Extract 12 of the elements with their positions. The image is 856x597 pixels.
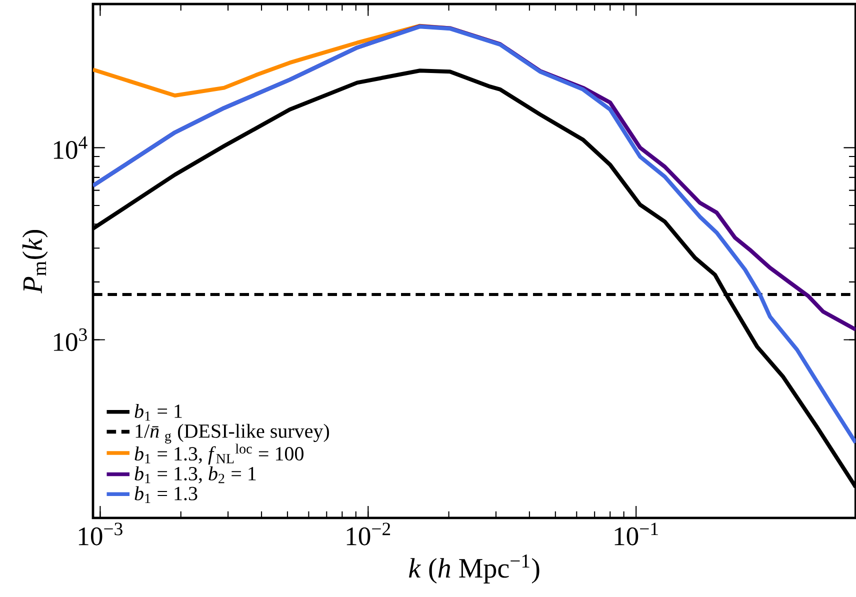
legend-label: 1/n̄$_{g}$ (DESI-like survey) xyxy=(136,424,329,444)
x-tick-label: 10$^{−3}$ xyxy=(78,522,122,546)
legend-label: b$_{1}$ = 1.3, b$_{2}$ = 1 xyxy=(134,466,256,484)
legend-label: b$_{1}$ = 1.3, f$_{NL}$$^{loc}$ = 100 xyxy=(134,444,304,465)
y-tick-label: 10$^{4}$ xyxy=(54,136,88,159)
x-tick-label: 10$^{−2}$ xyxy=(346,522,390,546)
y-axis-title: P$_{m}$(k) xyxy=(22,230,48,294)
legend-label: b$_{1}$ = 1.3 xyxy=(134,486,198,503)
x-axis-title: k (h Mpc$^{−1}$) xyxy=(408,554,540,584)
legend-label: b$_{1}$ = 1 xyxy=(134,404,182,421)
y-tick-label: 10$^{3}$ xyxy=(54,328,87,352)
x-tick-label: 10$^{−1}$ xyxy=(614,522,658,546)
